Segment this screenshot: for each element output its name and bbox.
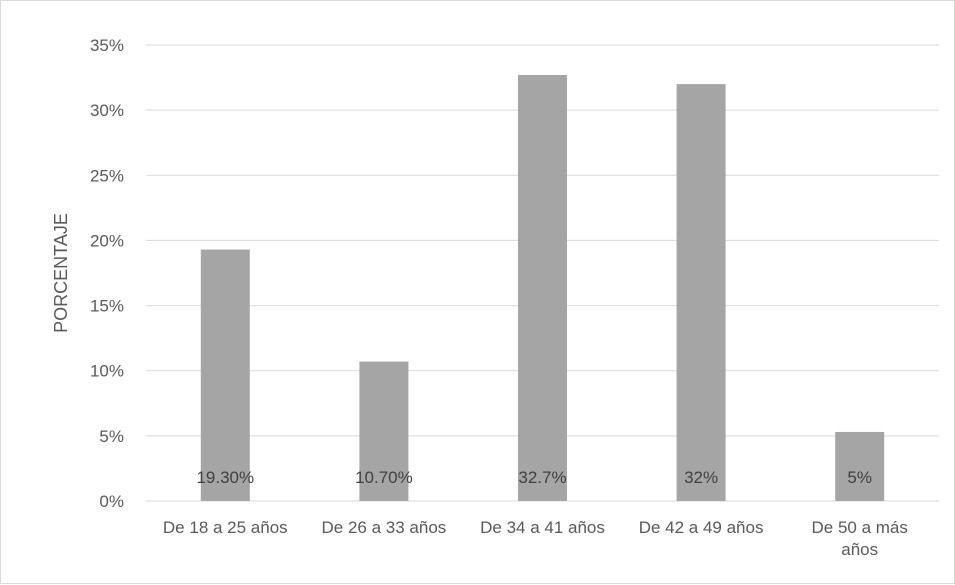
bar	[200, 249, 250, 501]
bar	[676, 84, 726, 501]
x-category-label: De 34 a 41 años	[480, 518, 605, 537]
x-category-label: De 26 a 33 años	[322, 518, 447, 537]
x-category-label: De 18 a 25 años	[163, 518, 288, 537]
y-tick-label: 10%	[90, 362, 124, 381]
x-category-label: De 50 a más	[812, 518, 908, 537]
y-tick-label: 20%	[90, 231, 124, 250]
bar	[518, 74, 567, 502]
y-tick-label: 0%	[99, 492, 124, 511]
bar	[359, 361, 409, 501]
x-category-label: De 42 a 49 años	[639, 518, 764, 537]
y-tick-label: 35%	[90, 36, 124, 55]
y-tick-label: 25%	[90, 166, 124, 185]
y-tick-label: 15%	[90, 297, 124, 316]
data-labels: 19.30% 10.70% 32.7% 32% 5%	[196, 468, 872, 487]
data-label: 10.70%	[355, 468, 413, 487]
y-tick-label: 30%	[90, 101, 124, 120]
bars	[200, 74, 885, 502]
y-tick-label: 5%	[99, 427, 124, 446]
x-axis-categories: De 18 a 25 años De 26 a 33 años De 34 a 41…	[163, 518, 908, 559]
bar	[835, 431, 885, 501]
y-axis-title: PORCENTAJE	[51, 213, 71, 333]
x-category-label: años	[841, 540, 878, 559]
data-label: 32.7%	[518, 468, 566, 487]
y-axis-ticks: 0% 5% 10% 15% 20% 25% 30% 35%	[90, 36, 124, 511]
data-label: 32%	[684, 468, 718, 487]
data-label: 19.30%	[196, 468, 254, 487]
data-label: 5%	[847, 468, 872, 487]
